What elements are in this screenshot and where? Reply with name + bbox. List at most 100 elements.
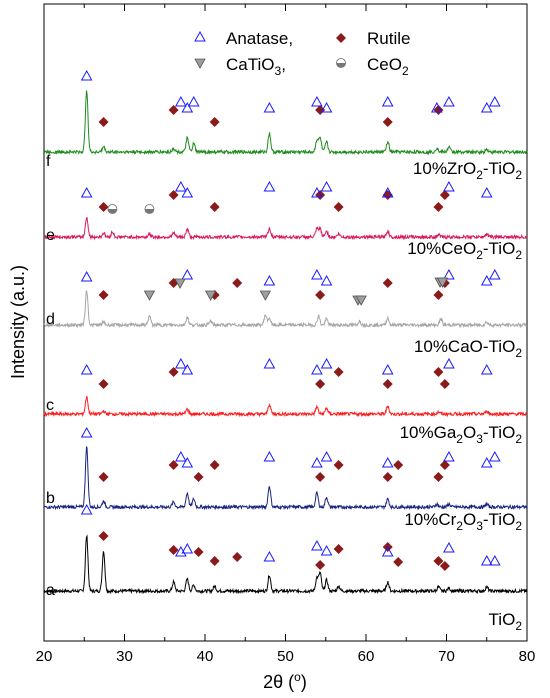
rutile-marker [209, 202, 220, 212]
series-name-c: 10%Ga2O3-TiO2 [400, 423, 523, 446]
anatase-marker [381, 363, 394, 375]
anatase-marker [311, 268, 323, 280]
rutile-marker [193, 547, 204, 557]
rutile-marker [439, 190, 450, 200]
anatase-marker [181, 363, 194, 375]
catio3-marker [259, 290, 272, 301]
anatase-marker [311, 186, 323, 198]
anatase-marker [430, 101, 443, 113]
rutile-marker [433, 472, 444, 482]
anatase-marker [443, 180, 455, 192]
series-name-b: 10%Cr2O3-TiO2 [404, 510, 522, 533]
x-tick-label: 70 [438, 648, 455, 665]
rutile-marker [98, 290, 109, 300]
trace-a [43, 534, 528, 595]
rutile-marker [209, 117, 220, 127]
anatase-marker [181, 101, 194, 113]
rutile-marker [336, 33, 346, 43]
anatase-marker [320, 450, 333, 462]
rutile-marker [168, 105, 179, 115]
rutile-marker [232, 552, 243, 562]
anatase-marker [488, 554, 501, 566]
series-name-f: 10%ZrO2-TiO2 [413, 159, 522, 182]
rutile-marker [168, 190, 179, 200]
anatase-marker [175, 450, 187, 462]
series-letter-e: e [46, 227, 55, 244]
anatase-marker [263, 180, 276, 192]
y-axis-label: Intensity (a.u.) [8, 265, 28, 379]
rutile-marker [168, 545, 179, 555]
anatase-marker [181, 186, 194, 198]
series-traces [43, 90, 528, 595]
series-letter-b: b [46, 490, 55, 507]
anatase-marker [263, 274, 276, 286]
rutile-marker [393, 557, 404, 567]
anatase-marker [263, 101, 276, 113]
anatase-marker [80, 270, 93, 282]
anatase-marker [181, 268, 194, 280]
legend: Anatase, Rutile CaTiO3, CeO2 [194, 29, 410, 78]
rutile-marker [209, 460, 220, 470]
x-tick-label: 40 [197, 648, 214, 665]
anatase-marker [80, 363, 93, 375]
anatase-marker [488, 450, 501, 462]
rutile-marker [98, 379, 109, 389]
rutile-marker [333, 460, 344, 470]
anatase-marker [194, 30, 206, 42]
anatase-marker [80, 69, 93, 81]
legend-catio3-label: CaTiO3, [226, 55, 286, 78]
series-name-d: 10%CaO-TiO2 [414, 337, 522, 360]
legend-rutile-label: Rutile [367, 29, 410, 48]
anatase-marker [263, 550, 276, 562]
series-letter-a: a [46, 582, 55, 599]
anatase-marker [381, 186, 394, 198]
x-axis-ticks: 20 30 40 50 60 70 80 [36, 4, 536, 665]
anatase-marker [320, 180, 333, 192]
anatase-marker [480, 274, 493, 286]
anatase-marker [175, 95, 187, 107]
catio3-marker [204, 290, 217, 301]
anatase-marker [320, 274, 333, 286]
rutile-marker [433, 290, 444, 300]
rutile-marker [333, 367, 344, 377]
trace-d [43, 290, 528, 329]
x-tick-label: 80 [519, 648, 536, 665]
anatase-marker [488, 95, 501, 107]
rutile-marker [98, 472, 109, 482]
ceo2-marker-fill [144, 209, 154, 214]
rutile-marker [433, 556, 444, 566]
legend-ceo2-label: CeO2 [367, 55, 409, 78]
rutile-marker [433, 202, 444, 212]
rutile-marker [315, 560, 326, 570]
x-tick-label: 60 [358, 648, 375, 665]
anatase-marker [443, 95, 455, 107]
anatase-marker [311, 539, 323, 551]
series-name-a: TiO2 [489, 610, 523, 633]
x-tick-label: 20 [36, 648, 53, 665]
catio3-marker [143, 290, 156, 301]
anatase-marker [381, 95, 394, 107]
series-letter-f: f [46, 153, 51, 170]
trace-b [43, 445, 528, 511]
ceo2-marker-fill [107, 209, 117, 214]
anatase-marker [480, 363, 493, 375]
anatase-marker [381, 545, 394, 557]
rutile-marker [393, 460, 404, 470]
rutile-marker [98, 202, 109, 212]
rutile-marker [232, 278, 243, 288]
rutile-marker [98, 117, 109, 127]
anatase-marker [263, 357, 276, 369]
anatase-marker [381, 456, 394, 468]
x-tick-label: 30 [116, 648, 133, 665]
anatase-marker [311, 95, 323, 107]
anatase-marker [320, 544, 333, 556]
rutile-marker [209, 556, 220, 566]
series-letter-c: c [46, 397, 54, 414]
trace-f [43, 90, 528, 156]
rutile-marker [333, 202, 344, 212]
anatase-marker [480, 186, 493, 198]
series-letter-d: d [46, 311, 55, 328]
anatase-marker [320, 357, 333, 369]
anatase-marker [187, 95, 200, 107]
legend-anatase-label: Anatase, [226, 29, 293, 48]
